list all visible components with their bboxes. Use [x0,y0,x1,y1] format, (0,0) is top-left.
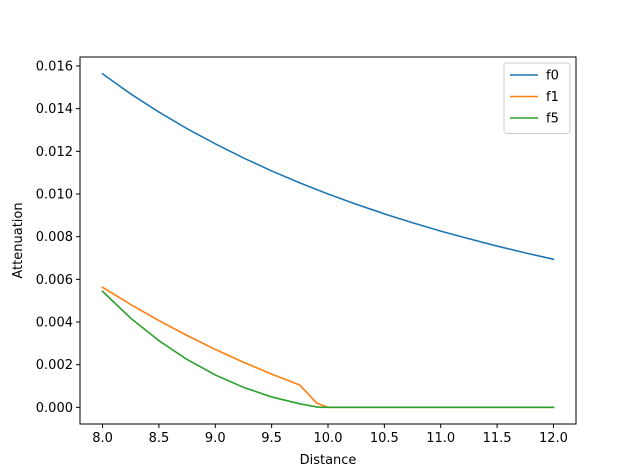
series-line-f5 [101,290,555,409]
y-axis: 0.000 0.002 0.004 0.006 0.008 0.010 0.012 0.014… [36,59,80,416]
y-tick-label: 0.008 [36,230,73,245]
y-tick-label: 0.002 [36,358,73,373]
plot-area [79,56,577,425]
x-tick-label: 11.0 [426,431,455,446]
y-tick-label: 0.000 [36,401,73,416]
series-layer [101,72,555,409]
legend-label-f5: f5 [546,112,559,127]
y-tick-label: 0.012 [36,145,73,160]
legend-box [503,62,571,134]
x-tick-label: 12.0 [539,431,568,446]
y-tick-label: 0.010 [36,187,73,202]
y-tick-label: 0.006 [36,273,73,288]
x-tick-label: 10.0 [314,431,343,446]
axes-background [80,57,576,424]
legend-label-f0: f0 [546,69,559,84]
x-axis: 8.0 8.5 9.0 9.5 10.0 10.5 11.0 11.5 12.0 [92,424,568,446]
y-axis-label: Attenuation [11,202,26,278]
x-tick-label: 8.0 [92,431,113,446]
x-tick-label: 10.5 [370,431,399,446]
x-tick-label: 9.5 [261,431,282,446]
x-axis-label: Distance [300,453,357,468]
legend: f0 f1 f5 [503,62,571,134]
x-tick-label: 9.0 [205,431,226,446]
series-line-f0 [101,72,555,261]
y-tick-label: 0.004 [36,316,73,331]
legend-label-f1: f1 [546,90,559,105]
y-tick-label: 0.014 [36,102,73,117]
x-tick-label: 8.5 [149,431,170,446]
x-tick-label: 11.5 [483,431,512,446]
y-tick-label: 0.016 [36,59,73,74]
